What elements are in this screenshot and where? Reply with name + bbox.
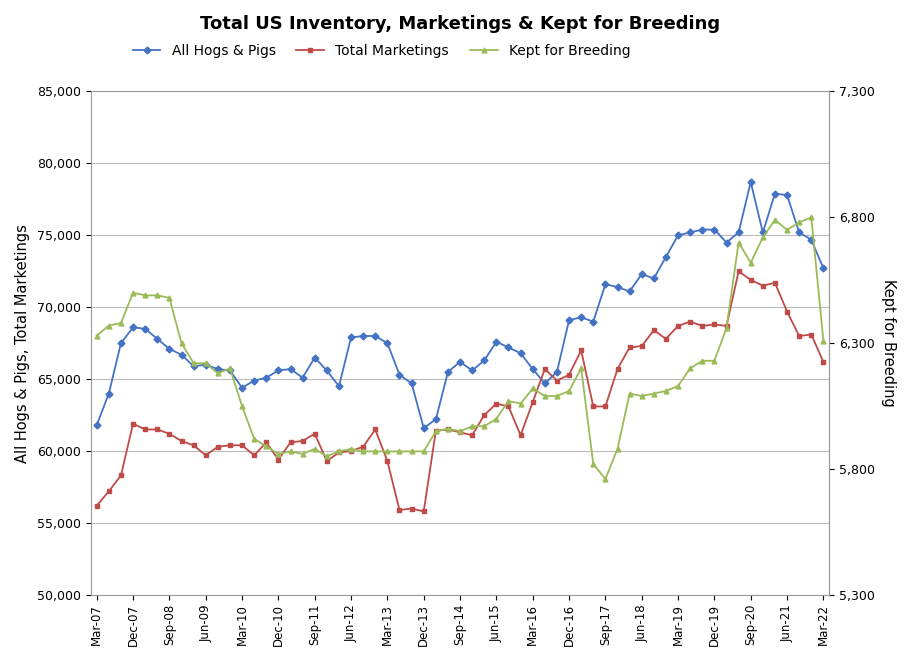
All Hogs & Pigs [418, 424, 429, 432]
Kept for Breeding [345, 445, 356, 453]
Title: Total US Inventory, Marketings & Kept for Breeding: Total US Inventory, Marketings & Kept fo… [200, 15, 720, 33]
All Hogs & Pigs [491, 338, 502, 346]
Kept for Breeding [806, 214, 817, 221]
Total Marketings [491, 400, 502, 408]
Line: All Hogs & Pigs: All Hogs & Pigs [95, 180, 825, 430]
Total Marketings [418, 508, 429, 516]
Total Marketings [818, 358, 829, 366]
Legend: All Hogs & Pigs, Total Marketings, Kept for Breeding: All Hogs & Pigs, Total Marketings, Kept … [128, 38, 636, 63]
Line: Kept for Breeding: Kept for Breeding [95, 215, 825, 481]
All Hogs & Pigs [91, 421, 102, 429]
Total Marketings [733, 267, 744, 275]
Kept for Breeding [818, 336, 829, 344]
Kept for Breeding [261, 442, 271, 450]
All Hogs & Pigs [345, 333, 356, 341]
Total Marketings [345, 447, 356, 455]
All Hogs & Pigs [745, 178, 756, 186]
Line: Total Marketings: Total Marketings [95, 269, 825, 514]
Total Marketings [539, 365, 550, 373]
Kept for Breeding [237, 402, 248, 410]
Total Marketings [261, 438, 271, 446]
All Hogs & Pigs [818, 264, 829, 272]
Kept for Breeding [600, 475, 611, 483]
Kept for Breeding [527, 385, 538, 393]
Total Marketings [237, 442, 248, 449]
Y-axis label: All Hogs & Pigs, Total Marketings: All Hogs & Pigs, Total Marketings [15, 223, 30, 463]
Kept for Breeding [479, 422, 490, 430]
Total Marketings [745, 276, 756, 284]
All Hogs & Pigs [733, 229, 744, 237]
All Hogs & Pigs [237, 384, 248, 392]
Kept for Breeding [91, 332, 102, 340]
All Hogs & Pigs [539, 379, 550, 387]
Y-axis label: Kept for Breeding: Kept for Breeding [881, 280, 896, 407]
All Hogs & Pigs [261, 373, 271, 381]
Total Marketings [91, 502, 102, 510]
Kept for Breeding [733, 239, 744, 247]
